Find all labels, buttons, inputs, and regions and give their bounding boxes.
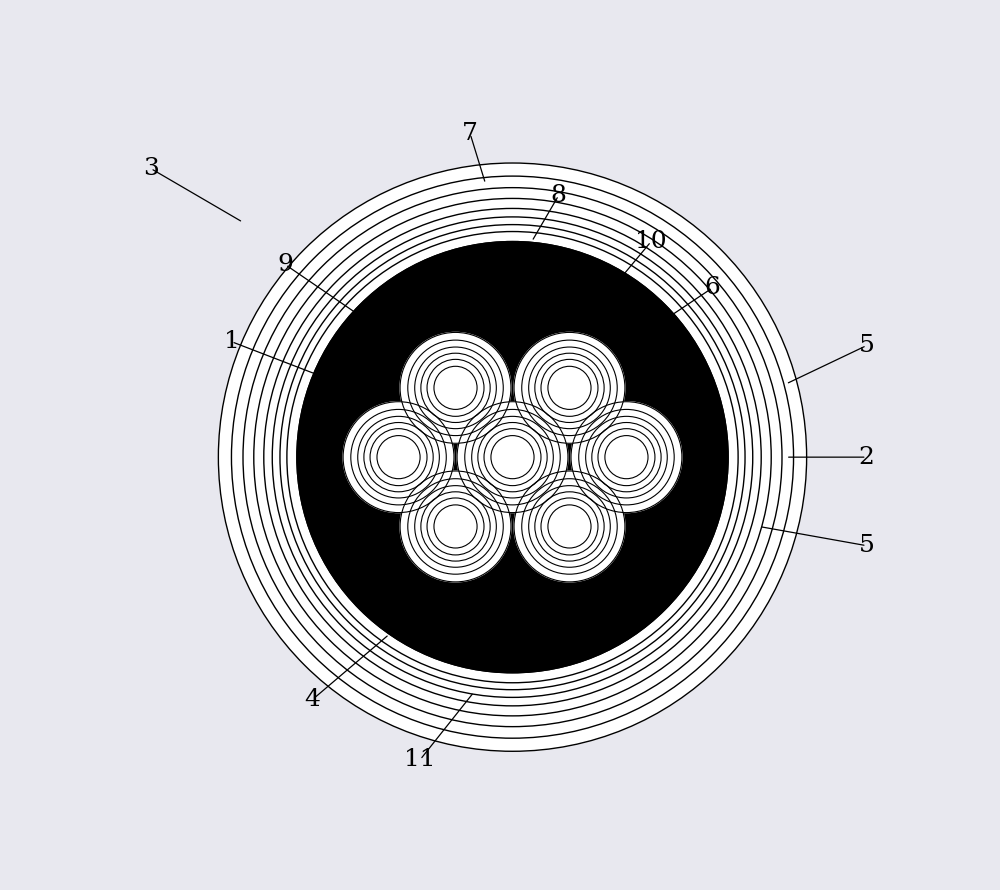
Circle shape [571, 401, 682, 513]
Circle shape [343, 401, 454, 513]
Circle shape [554, 372, 585, 403]
Circle shape [497, 441, 528, 473]
Text: 11: 11 [404, 748, 436, 772]
Circle shape [440, 511, 471, 542]
Text: 1: 1 [224, 330, 239, 353]
Circle shape [218, 163, 807, 751]
Circle shape [440, 372, 471, 403]
Circle shape [514, 471, 625, 582]
Text: 7: 7 [462, 122, 478, 145]
Text: 5: 5 [859, 334, 875, 357]
Text: 6: 6 [705, 276, 721, 299]
Circle shape [554, 511, 585, 542]
Circle shape [400, 471, 511, 582]
Circle shape [514, 332, 625, 443]
Text: 8: 8 [551, 184, 567, 206]
Circle shape [457, 401, 568, 513]
Text: 4: 4 [304, 688, 320, 711]
Circle shape [297, 241, 728, 673]
Text: 2: 2 [859, 446, 875, 469]
Text: 5: 5 [859, 534, 875, 557]
Text: 3: 3 [143, 157, 159, 180]
Text: 10: 10 [635, 230, 667, 253]
Circle shape [400, 332, 511, 443]
Circle shape [611, 441, 642, 473]
Circle shape [383, 441, 414, 473]
Text: 9: 9 [277, 253, 293, 276]
